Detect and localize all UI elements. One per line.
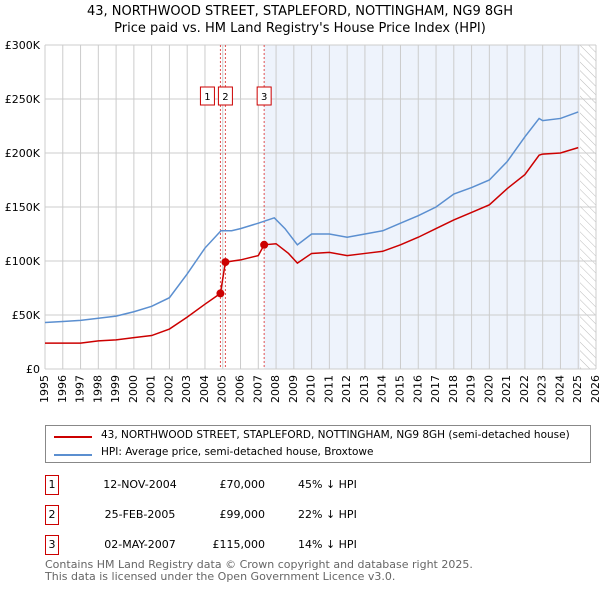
sale-marker-number: 1 <box>204 92 210 103</box>
y-tick-label: £150K <box>5 201 41 214</box>
sale-marker-label: 2 <box>45 505 59 525</box>
x-tick-label: 2012 <box>340 375 353 403</box>
chart-title: 43, NORTHWOOD STREET, STAPLEFORD, NOTTIN… <box>87 4 513 19</box>
x-tick-label: 2006 <box>234 375 247 403</box>
x-tick-label: 2019 <box>465 375 478 403</box>
sale-price: £115,000 <box>212 538 266 551</box>
x-tick-label: 2005 <box>216 375 229 403</box>
sale-marker-label: 3 <box>45 535 59 555</box>
x-tick-label: 1995 <box>38 375 51 403</box>
hpi-line <box>44 111 579 324</box>
footer-licence: This data is licensed under the Open Gov… <box>45 570 396 583</box>
x-tick-label: 2015 <box>393 375 406 403</box>
sale-price: £99,000 <box>219 508 266 521</box>
sale-point <box>221 258 230 267</box>
x-tick-label: 1996 <box>56 375 69 403</box>
sale-marker-box <box>217 86 233 106</box>
sale-marker-number: 3 <box>261 92 267 103</box>
sale-point <box>216 289 225 298</box>
legend: 43, NORTHWOOD STREET, STAPLEFORD, NOTTIN… <box>45 425 591 463</box>
y-tick-label: £250K <box>5 93 41 106</box>
x-tick-label: 1997 <box>74 375 87 403</box>
x-tick-label: 2020 <box>482 375 495 403</box>
sale-hpi: 14% ↓ HPI <box>298 538 357 551</box>
sale-hpi: 22% ↓ HPI <box>298 508 357 521</box>
x-tick-label: 2009 <box>287 375 300 403</box>
footer-copyright: Contains HM Land Registry data © Crown c… <box>45 558 473 571</box>
x-tick-label: 2024 <box>553 375 566 403</box>
x-tick-label: 2003 <box>180 375 193 403</box>
legend-label-hpi: HPI: Average price, semi-detached house,… <box>101 446 374 458</box>
sale-hpi: 45% ↓ HPI <box>298 478 357 491</box>
sale-marker-box <box>256 86 272 106</box>
x-tick-label: 1998 <box>91 375 104 403</box>
x-tick-label: 2013 <box>358 375 371 403</box>
sale-marker-label: 1 <box>45 475 59 495</box>
x-tick-label: 2014 <box>376 375 389 403</box>
legend-label-property: 43, NORTHWOOD STREET, STAPLEFORD, NOTTIN… <box>101 429 570 441</box>
sale-row: 1 12-NOV-2004 £70,000 45% ↓ HPI <box>45 475 545 495</box>
sale-marker-number: 2 <box>222 92 228 103</box>
x-tick-label: 2011 <box>322 375 335 403</box>
x-tick-label: 2001 <box>145 375 158 403</box>
x-tick-label: 2000 <box>127 375 140 403</box>
x-tick-label: 2025 <box>571 375 584 403</box>
sale-point <box>260 240 269 249</box>
y-tick-label: £50K <box>12 309 41 322</box>
y-tick-label: £100K <box>5 255 41 268</box>
legend-swatch-property <box>54 436 92 438</box>
sale-marker-box <box>199 86 215 106</box>
x-tick-label: 2021 <box>500 375 513 403</box>
plot-area: 1995 1996 1997 1998 1999 2000 2001 2002 2003 2004… <box>5 39 600 403</box>
x-tick-label: 2023 <box>536 375 549 403</box>
x-tick-label: 2026 <box>589 375 600 403</box>
property-price-line <box>45 146 579 344</box>
x-tick-label: 2002 <box>162 375 175 403</box>
y-tick-label: £0 <box>26 363 40 376</box>
x-tick-label: 2004 <box>198 375 211 403</box>
x-tick-label: 2018 <box>447 375 460 403</box>
sale-row: 3 02-MAY-2007 £115,000 14% ↓ HPI <box>45 535 545 555</box>
x-tick-label: 2007 <box>251 375 264 403</box>
sale-date: 02-MAY-2007 <box>104 538 176 551</box>
sale-price: £70,000 <box>219 478 266 491</box>
x-tick-label: 2016 <box>411 375 424 403</box>
x-tick-label: 2010 <box>305 375 318 403</box>
x-tick-label: 2008 <box>269 375 282 403</box>
x-tick-label: 1999 <box>109 375 122 403</box>
x-tick-label: 2022 <box>518 375 531 403</box>
y-tick-label: £200K <box>5 147 41 160</box>
x-tick-label: 2017 <box>429 375 442 403</box>
chart-subtitle: Price paid vs. HM Land Registry's House … <box>114 21 486 36</box>
sale-row: 2 25-FEB-2005 £99,000 22% ↓ HPI <box>45 505 545 525</box>
legend-swatch-hpi <box>54 454 92 456</box>
y-tick-label: £300K <box>5 39 41 52</box>
sale-date: 25-FEB-2005 <box>104 508 176 521</box>
sale-date: 12-NOV-2004 <box>103 478 177 491</box>
